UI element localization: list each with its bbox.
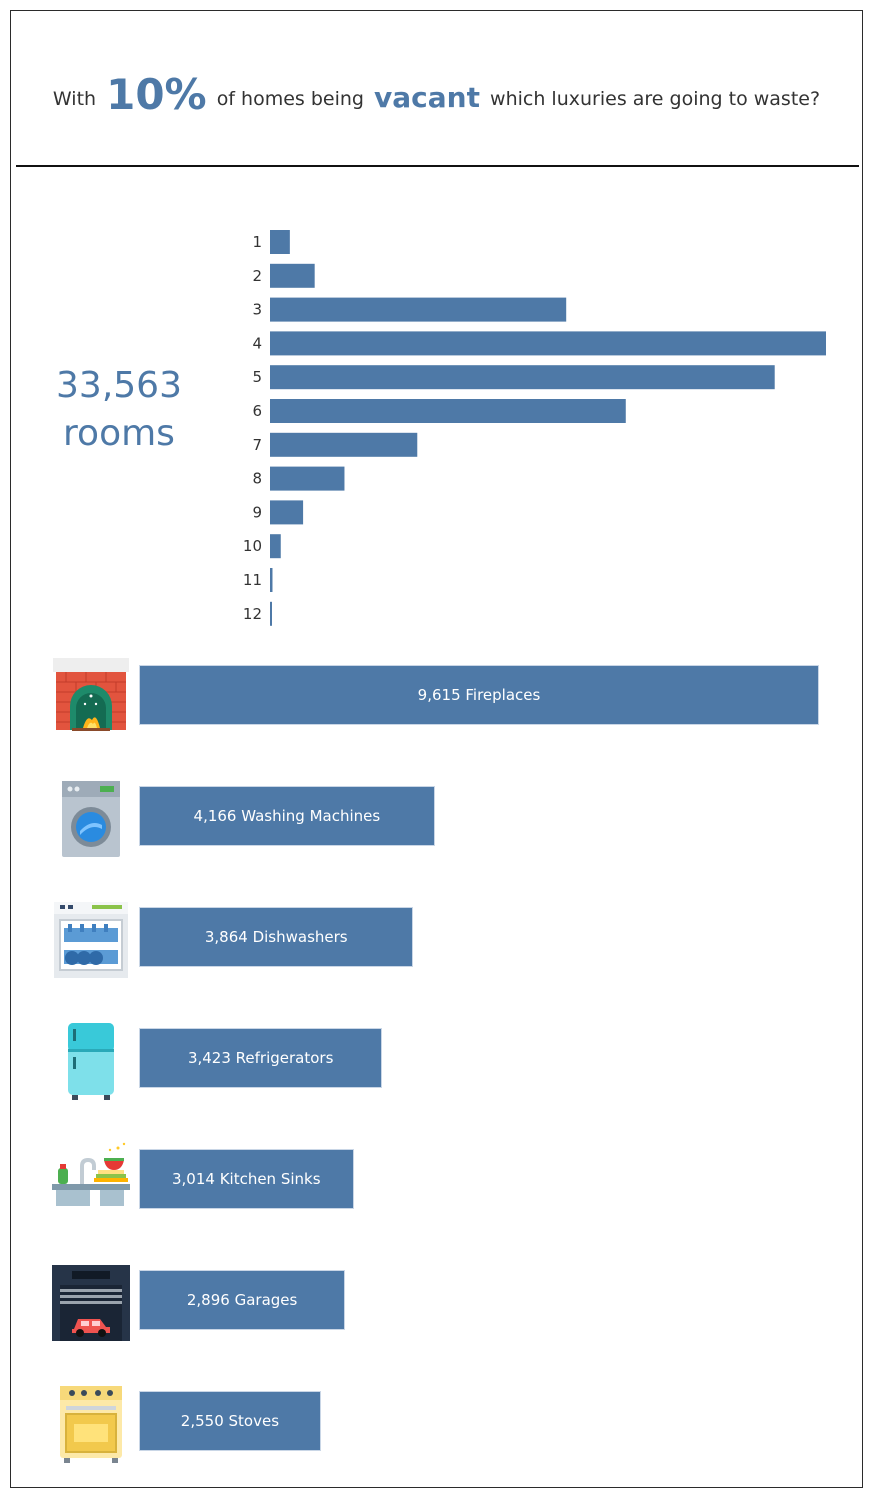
- luxury-bar: 4,166 Washing Machines: [140, 787, 434, 845]
- luxury-row: 4,166 Washing Machines: [52, 779, 852, 859]
- room-bar: [270, 365, 775, 390]
- room-bar: [270, 432, 418, 457]
- luxury-row: 2,896 Garages: [52, 1263, 852, 1343]
- room-bar: [270, 331, 826, 356]
- luxury-bar: 9,615 Fireplaces: [140, 666, 818, 724]
- room-tick-label: 3: [252, 301, 262, 319]
- luxury-bar: 2,896 Garages: [140, 1271, 345, 1329]
- room-bar: [270, 399, 626, 423]
- room-tick-label: 6: [252, 402, 262, 420]
- room-bar: [270, 466, 345, 491]
- section-divider: [16, 165, 859, 167]
- headline-percent: 10%: [106, 70, 207, 119]
- room-bar: [270, 263, 315, 288]
- room-tick-label: 10: [243, 537, 262, 555]
- luxury-bar: 3,864 Dishwashers: [140, 908, 413, 966]
- room-tick-label: 1: [252, 233, 262, 251]
- room-bar: [270, 601, 272, 626]
- dashboard-frame: [10, 10, 863, 1488]
- luxury-bar-label: 2,550 Stoves: [180, 1412, 280, 1430]
- luxury-bar-label: 9,615 Fireplaces: [417, 686, 541, 704]
- fireplace-icon: [52, 658, 130, 738]
- room-tick-label: 9: [252, 503, 262, 521]
- room-tick-label: 5: [252, 368, 262, 386]
- room-tick-label: 7: [252, 436, 262, 454]
- luxury-bar: 3,423 Refrigerators: [140, 1029, 382, 1087]
- rooms-total: 33,563 rooms: [30, 362, 208, 458]
- luxury-bar-label: 3,423 Refrigerators: [187, 1049, 334, 1067]
- rooms-total-number: 33,563: [56, 365, 182, 406]
- room-tick-label: 2: [252, 267, 262, 285]
- room-bar: [270, 534, 281, 559]
- room-tick-label: 8: [252, 470, 262, 488]
- room-bar: [270, 568, 273, 592]
- luxury-bar-label: 3,864 Dishwashers: [204, 928, 348, 946]
- luxury-row: 2,550 Stoves: [52, 1384, 852, 1464]
- luxury-bar-label: 2,896 Garages: [186, 1291, 298, 1309]
- headline: With 10% of homes being vacant which lux…: [10, 70, 863, 119]
- refrigerator-icon: [52, 1021, 130, 1101]
- room-tick-label: 11: [243, 571, 262, 589]
- washing-machine-icon: [52, 779, 130, 859]
- luxury-bar-label: 3,014 Kitchen Sinks: [171, 1170, 321, 1188]
- headline-middle: of homes being: [216, 88, 364, 110]
- dishwasher-icon: [52, 900, 130, 980]
- luxury-row: 3,014 Kitchen Sinks: [52, 1142, 852, 1222]
- luxury-bar-label: 4,166 Washing Machines: [193, 807, 381, 825]
- room-bar: [270, 230, 290, 254]
- luxury-row: 9,615 Fireplaces: [52, 658, 852, 738]
- luxury-bar: 3,014 Kitchen Sinks: [140, 1150, 353, 1208]
- kitchen-sink-icon: [52, 1142, 130, 1222]
- luxury-row: 3,864 Dishwashers: [52, 900, 852, 980]
- rooms-total-label: rooms: [63, 413, 175, 454]
- garage-icon: [52, 1263, 130, 1343]
- room-bar: [270, 297, 567, 322]
- room-bar: [270, 500, 304, 525]
- room-tick-label: 12: [243, 605, 262, 623]
- luxury-bar: 2,550 Stoves: [140, 1392, 320, 1450]
- headline-keyword: vacant: [374, 81, 480, 114]
- headline-suffix: which luxuries are going to waste?: [490, 88, 821, 110]
- headline-prefix: With: [52, 88, 97, 110]
- stove-icon: [52, 1384, 130, 1464]
- luxury-row: 3,423 Refrigerators: [52, 1021, 852, 1101]
- room-tick-label: 4: [252, 334, 262, 352]
